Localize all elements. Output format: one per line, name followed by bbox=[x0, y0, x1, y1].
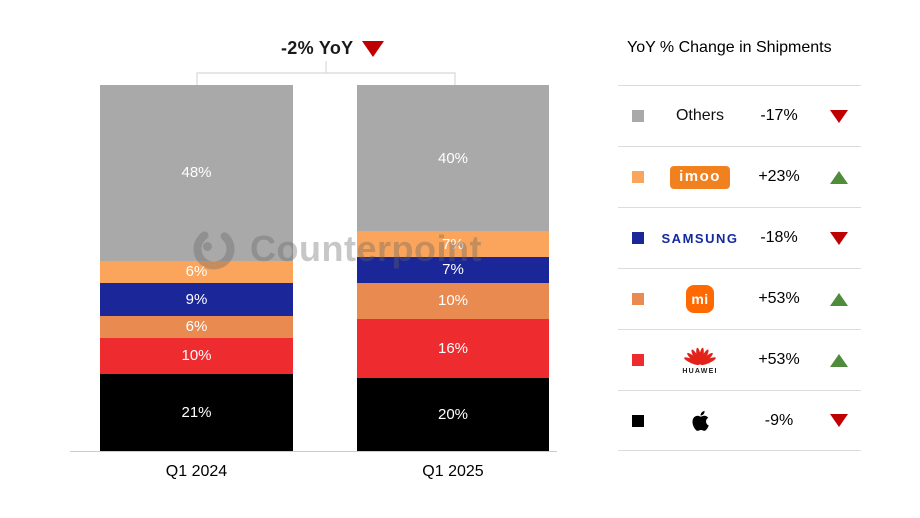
bar-segment-huawei: 10% bbox=[100, 337, 293, 375]
x-axis-label-q1-2024: Q1 2024 bbox=[165, 463, 228, 480]
bar-segment-others: 40% bbox=[357, 85, 549, 232]
xiaomi-change-value: +53% bbox=[758, 290, 800, 307]
bar-segment-value: 6% bbox=[185, 318, 208, 336]
bar-segment-value: 48% bbox=[181, 164, 212, 182]
bar-segment-value: 40% bbox=[437, 149, 469, 167]
samsung-swatch bbox=[632, 232, 644, 244]
legend-row-samsung: SAMSUNG -18% bbox=[618, 207, 861, 268]
huawei-change-value: +53% bbox=[758, 351, 800, 368]
apple-change-value: -9% bbox=[764, 411, 794, 429]
yoy-annotation-triangle-down-icon bbox=[362, 40, 385, 57]
bar-segment-huawei: 16% bbox=[357, 319, 549, 378]
apple-trend-triangle-icon bbox=[829, 414, 848, 427]
others-change-value: -17% bbox=[760, 107, 798, 124]
xiaomi-logo: mi bbox=[686, 285, 714, 313]
others-swatch bbox=[632, 110, 644, 122]
yoy-annotation-label: -2% YoY bbox=[281, 38, 354, 58]
imoo-change-value: +23% bbox=[758, 168, 800, 185]
huawei-trend-triangle-icon bbox=[829, 353, 848, 367]
apple-logo-icon bbox=[692, 410, 709, 431]
samsung-trend-triangle-icon bbox=[829, 231, 848, 245]
legend-rows: Others -17% imoo +23% SAMSUNG -18% mi +5… bbox=[618, 85, 861, 451]
samsung-change-value: -18% bbox=[760, 229, 798, 246]
bar-segment-value: 7% bbox=[442, 235, 464, 253]
others-label: Others bbox=[675, 107, 724, 124]
bar-segment-value: 20% bbox=[437, 405, 469, 423]
imoo-swatch bbox=[632, 171, 644, 183]
yoy-bracket bbox=[196, 61, 456, 85]
legend-row-apple: -9% bbox=[618, 390, 861, 451]
x-axis-label-q1-2025: Q1 2025 bbox=[422, 463, 484, 480]
bar-segment-value: 10% bbox=[181, 347, 212, 365]
legend-row-imoo: imoo +23% bbox=[618, 146, 861, 207]
imoo-trend-triangle-icon bbox=[829, 170, 848, 184]
bar-segment-value: 9% bbox=[185, 290, 208, 308]
others-trend-triangle-icon bbox=[829, 109, 848, 123]
bar-segment-apple: 20% bbox=[357, 377, 549, 451]
legend-title: YoY % Change in Shipments bbox=[627, 39, 832, 56]
apple-swatch bbox=[632, 414, 644, 427]
huawei-wordmark: HUAWEI bbox=[682, 367, 718, 375]
samsung-wordmark: SAMSUNG bbox=[661, 230, 739, 246]
bar-segment-value: 6% bbox=[185, 263, 208, 281]
x-axis-line bbox=[70, 451, 557, 452]
stacked-bar-q1-2024: 48% 6% 9% 6% 10% 21% bbox=[100, 85, 293, 451]
bar-segment-xiaomi: 6% bbox=[100, 315, 293, 338]
bar-segment-value: 21% bbox=[181, 404, 212, 422]
imoo-logo: imoo bbox=[670, 165, 730, 189]
legend-row-huawei: HUAWEI +53% bbox=[618, 329, 861, 390]
huawei-petals-icon bbox=[684, 347, 716, 365]
legend-row-xiaomi: mi +53% bbox=[618, 268, 861, 329]
bar-segment-samsung: 7% bbox=[357, 257, 549, 283]
huawei-logo: HUAWEI bbox=[682, 346, 717, 375]
bar-segment-imoo: 7% bbox=[357, 231, 549, 257]
bar-segment-imoo: 6% bbox=[100, 260, 293, 283]
bar-segment-value: 10% bbox=[437, 292, 469, 310]
xiaomi-swatch bbox=[632, 293, 644, 305]
bar-segment-xiaomi: 10% bbox=[357, 282, 549, 320]
bar-segment-others: 48% bbox=[100, 85, 293, 261]
legend-row-others: Others -17% bbox=[618, 85, 861, 146]
yoy-annotation: -2% YoY bbox=[281, 38, 385, 59]
huawei-swatch bbox=[632, 354, 644, 366]
bar-segment-apple: 21% bbox=[100, 374, 293, 451]
bar-segment-samsung: 9% bbox=[100, 282, 293, 316]
xiaomi-trend-triangle-icon bbox=[829, 292, 848, 306]
stacked-bar-q1-2025: 40% 7% 7% 10% 16% 20% bbox=[357, 85, 549, 451]
bar-segment-value: 16% bbox=[437, 339, 469, 357]
bar-segment-value: 7% bbox=[442, 261, 464, 279]
